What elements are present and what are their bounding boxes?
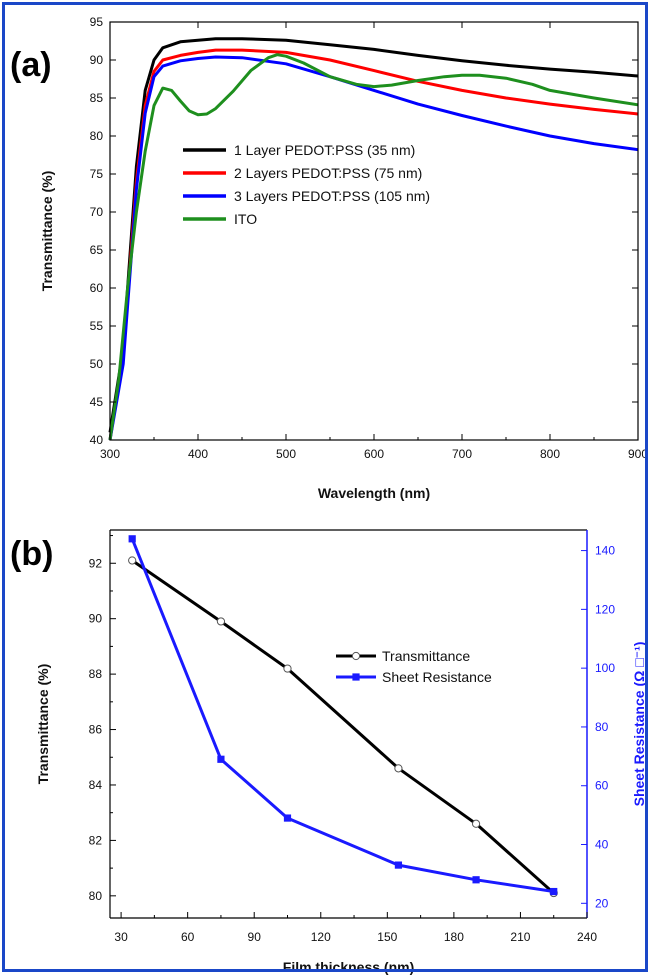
y-tick-label: 80 [90, 129, 104, 143]
legend-label: Transmittance [382, 648, 470, 664]
y-tick-label: 86 [89, 723, 103, 737]
x-tick-label: 900 [628, 447, 648, 461]
x-tick-label: 180 [444, 930, 464, 944]
y-tick-label: 95 [90, 15, 104, 29]
x-axis-title: Wavelength (nm) [318, 485, 430, 501]
y-tick-label: 55 [90, 319, 104, 333]
y-right-tick-label: 20 [595, 896, 609, 910]
y-axis-title: Transmittance (%) [39, 171, 55, 292]
series-line-3 [108, 55, 639, 441]
x-tick-label: 210 [510, 930, 530, 944]
x-tick-label: 600 [364, 447, 384, 461]
y-right-axis-title: Sheet Resistance (Ω □⁻¹) [631, 642, 647, 807]
series-line-1 [108, 37, 639, 433]
x-tick-label: 240 [577, 930, 597, 944]
x-tick-label: 30 [114, 930, 128, 944]
legend-label: 1 Layer PEDOT:PSS (35 nm) [234, 142, 415, 158]
y-tick-label: 90 [89, 612, 103, 626]
data-point [128, 556, 137, 565]
x-tick-label: 800 [540, 447, 560, 461]
x-tick-label: 700 [452, 447, 472, 461]
x-tick-label: 90 [248, 930, 262, 944]
x-tick-label: 150 [377, 930, 397, 944]
x-tick-label: 400 [188, 447, 208, 461]
data-point [216, 617, 226, 626]
series-line-2 [130, 538, 554, 893]
x-tick-label: 120 [311, 930, 331, 944]
x-tick-label: 500 [276, 447, 296, 461]
y-axis-title: Transmittance (%) [35, 664, 51, 785]
data-point [128, 535, 136, 543]
y-right-tick-label: 40 [595, 838, 609, 852]
legend-label: 2 Layers PEDOT:PSS (75 nm) [234, 165, 422, 181]
legend-label: ITO [234, 211, 257, 227]
x-tick-label: 300 [100, 447, 120, 461]
y-right-tick-label: 80 [595, 720, 609, 734]
y-tick-label: 90 [90, 53, 104, 67]
series-line-4 [108, 53, 639, 441]
panel-label-b: (b) [10, 535, 53, 573]
y-right-tick-label: 60 [595, 779, 609, 793]
data-point [217, 755, 225, 763]
x-tick-label: 60 [181, 930, 195, 944]
legend-label: 3 Layers PEDOT:PSS (105 nm) [234, 188, 430, 204]
data-point [471, 819, 481, 828]
x-axis-title: Film thickness (nm) [283, 959, 414, 975]
y-tick-label: 92 [89, 556, 103, 570]
series-line-2 [108, 48, 639, 441]
y-right-tick-label: 120 [595, 602, 615, 616]
y-right-tick-label: 140 [595, 544, 615, 558]
legend-a: 1 Layer PEDOT:PSS (35 nm) 2 Layers PEDOT:… [183, 142, 430, 227]
panel-b: 30 60 90 120 150 180 210 240 80 82 84 86 88 90 92 20 40 6… [10, 529, 647, 975]
y-tick-label: 65 [90, 243, 104, 257]
legend-label: Sheet Resistance [382, 669, 492, 685]
y-tick-label: 40 [90, 433, 104, 447]
legend-marker [351, 651, 361, 661]
y-tick-label: 60 [90, 281, 104, 295]
panel-a: 300 400 500 600 700 800 900 40 45 50 55 60 65 70 75 80 8… [10, 15, 648, 501]
y-right-tick-label: 100 [595, 661, 615, 675]
y-tick-label: 75 [90, 167, 104, 181]
data-point [394, 764, 403, 773]
data-point [283, 814, 292, 822]
y-tick-label: 88 [89, 667, 103, 681]
y-tick-label: 82 [89, 833, 103, 847]
legend-b: Transmittance Sheet Resistance [336, 648, 492, 685]
y-tick-label: 70 [90, 205, 104, 219]
y-tick-label: 85 [90, 91, 104, 105]
data-point [394, 861, 403, 869]
legend-marker [352, 673, 360, 681]
y-tick-label: 50 [90, 357, 104, 371]
series-line-1 [131, 559, 555, 895]
plot-frame-a [109, 21, 639, 441]
data-point [550, 887, 558, 896]
data-point [472, 876, 480, 884]
y-tick-label: 84 [89, 778, 103, 792]
panel-label-a: (a) [10, 46, 52, 84]
data-point [283, 664, 292, 673]
y-tick-label: 45 [90, 395, 104, 409]
y-tick-label: 80 [89, 889, 103, 903]
